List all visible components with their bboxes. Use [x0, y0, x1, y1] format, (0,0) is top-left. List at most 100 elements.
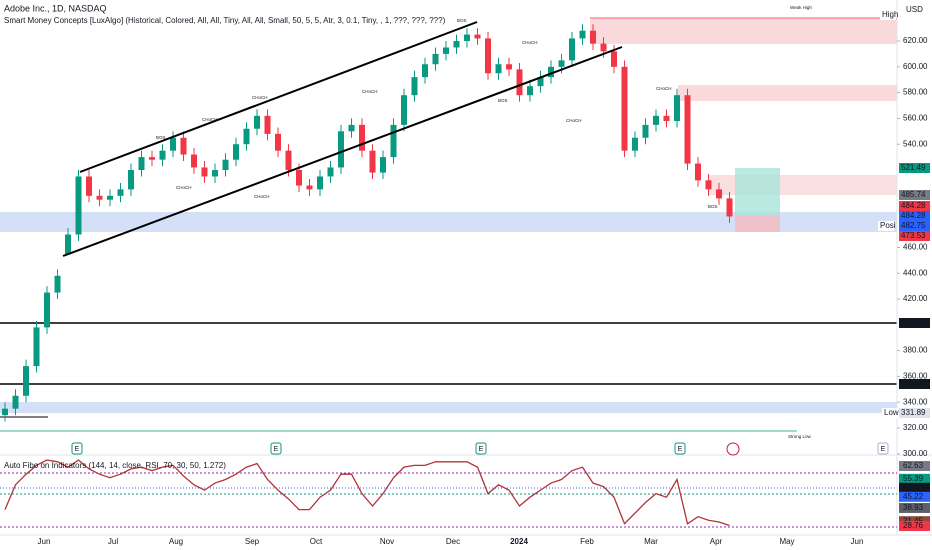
- candle-body: [348, 124, 355, 132]
- candle-body: [191, 154, 197, 168]
- price-tick-label: 620.00: [903, 36, 928, 45]
- event-label: E: [479, 446, 484, 453]
- supply-zone: [678, 85, 897, 101]
- event-icon: [674, 442, 686, 455]
- candle-body: [201, 167, 208, 177]
- candle-body: [411, 77, 418, 96]
- position-loss: [735, 215, 780, 232]
- symbol-title: Adobe Inc., 1D, NASDAQ: [4, 3, 107, 13]
- candle-body: [296, 170, 302, 186]
- candle-body: [695, 163, 701, 181]
- price-tick-label: 360.00: [903, 372, 928, 381]
- candle-body: [632, 137, 638, 151]
- candle-body: [23, 366, 29, 396]
- smc-label: Weak High: [790, 5, 812, 10]
- demand-zone: [0, 402, 897, 413]
- candle-body: [506, 64, 512, 70]
- indicator-title: Smart Money Concepts [LuxAlgo] (Historic…: [4, 16, 446, 25]
- event-icon: [270, 442, 282, 455]
- rsi-tag: 45.22: [903, 492, 924, 501]
- event-label: E: [75, 446, 80, 453]
- candle-body: [653, 115, 659, 125]
- channel-line: [79, 21, 478, 173]
- candle-body: [222, 159, 229, 171]
- candle-body: [422, 64, 428, 78]
- smc-label: CHoCH: [566, 118, 582, 123]
- candle-body: [716, 189, 722, 199]
- candle-body: [674, 95, 680, 121]
- dividend-icon: [726, 442, 740, 456]
- time-label: Apr: [710, 537, 723, 546]
- rsi-tag: 50.30: [903, 483, 924, 492]
- candle-body: [75, 176, 82, 235]
- candle-body: [359, 124, 365, 151]
- price-tick-label: 340.00: [903, 397, 928, 406]
- candle-body: [107, 195, 113, 200]
- candle-body: [44, 292, 50, 328]
- price-tag: 473.53: [901, 231, 926, 240]
- rsi-tag: 62.63: [903, 461, 924, 470]
- smc-label: CHoCH: [176, 185, 192, 190]
- price-tag: 485.74: [901, 190, 926, 199]
- price-tick-label: 560.00: [903, 114, 928, 123]
- smc-label: Strong Low: [788, 434, 812, 439]
- price-tag: High: [882, 10, 898, 19]
- price-tag-bg: [899, 318, 930, 328]
- price-tag-bg: [899, 221, 930, 231]
- price-tag-bg: [899, 408, 930, 418]
- event-label: E: [881, 446, 886, 453]
- time-label: Nov: [380, 537, 394, 546]
- price-tick-label: 580.00: [903, 88, 928, 97]
- candle-body: [138, 157, 145, 171]
- rsi-tag-bg: [899, 491, 930, 502]
- price-tag-bg: [899, 211, 930, 221]
- event-label: E: [274, 446, 279, 453]
- price-tick-label: 320.00: [903, 423, 928, 432]
- rsi-tag: 31.45: [903, 516, 924, 525]
- rsi-title: Auto Fibo on Indicators (144, 14, close,…: [4, 461, 226, 470]
- time-label: 2024: [510, 537, 528, 546]
- candle-body: [128, 170, 134, 190]
- event-icon: [877, 442, 889, 455]
- candle-body: [663, 115, 670, 121]
- candle-body: [390, 124, 397, 158]
- smc-label: CHoCH: [656, 86, 672, 91]
- rsi-tag-bg: [899, 502, 930, 513]
- candle-body: [726, 198, 733, 217]
- rsi-tag: 28.76: [903, 521, 924, 530]
- price-tag-bg: [899, 231, 930, 241]
- candle-body: [495, 64, 502, 74]
- smc-label: CHoCH: [522, 40, 538, 45]
- price-tag: 484.28: [901, 201, 926, 210]
- rsi-tag-bg: [899, 473, 930, 484]
- price-tag: 521.49: [901, 163, 926, 172]
- candle-body: [306, 185, 313, 190]
- candle-body: [611, 51, 617, 67]
- smc-label: BOS: [457, 18, 467, 23]
- price-tag: 484.28: [901, 211, 926, 220]
- candle-body: [590, 30, 596, 44]
- candle-body: [12, 395, 19, 409]
- price-tick-label: 380.00: [903, 346, 928, 355]
- rsi-tag-bg: [899, 461, 930, 472]
- candle-body: [243, 128, 250, 145]
- currency: USD: [906, 5, 923, 14]
- time-label: Oct: [310, 537, 323, 546]
- candle-body: [117, 189, 124, 196]
- candle-body: [705, 180, 712, 190]
- candle-body: [527, 86, 533, 96]
- price-tag-bg: [878, 221, 894, 231]
- candle-body: [2, 408, 8, 416]
- time-label: Dec: [446, 537, 460, 546]
- candle-body: [579, 30, 586, 39]
- candle-body: [180, 137, 187, 155]
- candle-body: [600, 43, 607, 52]
- price-tag: 331.89: [901, 408, 926, 417]
- time-label: Jun: [851, 537, 864, 546]
- candle-body: [275, 133, 281, 151]
- rsi-tag-bg: [899, 482, 930, 493]
- candle-body: [432, 53, 439, 65]
- smc-label: CHoCH: [252, 95, 268, 100]
- price-tick-label: 460.00: [903, 243, 928, 252]
- candle-body: [401, 95, 407, 125]
